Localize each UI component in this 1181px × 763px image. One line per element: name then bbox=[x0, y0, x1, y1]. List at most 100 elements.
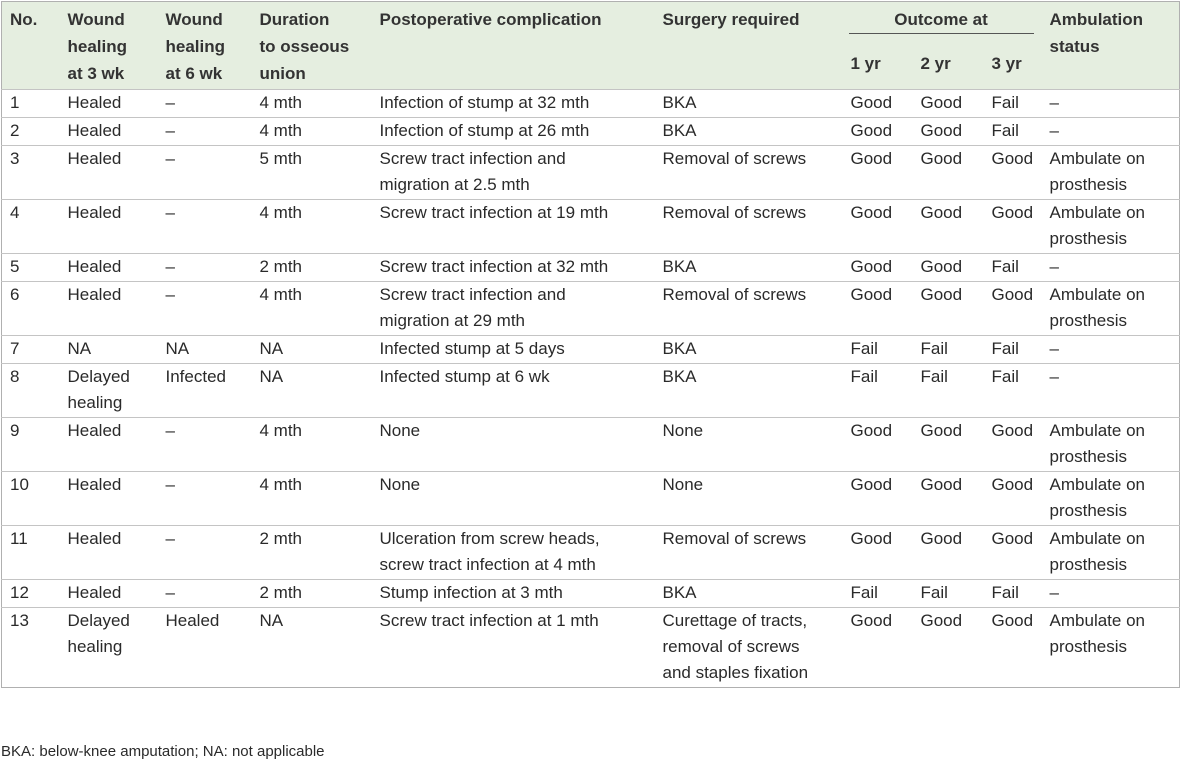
table-row: 4 Healed –4 mth Screw tract infection at 19… bbox=[1, 199, 1180, 254]
cell-outcome-2yr: Good bbox=[910, 117, 982, 146]
cell-wound-6wk: – bbox=[157, 417, 252, 472]
cell-outcome-3yr: Fail bbox=[981, 579, 1042, 608]
table-row: 9 Healed –4 mth None None Good Good Good Ambulat… bbox=[1, 417, 1180, 472]
table-row: 2 Healed –4 mth Infection of stump at 26 mt… bbox=[1, 117, 1180, 146]
cell-wound-6wk: – bbox=[157, 117, 252, 146]
table-row: 11 Healed –2 mth Ulceration from screw head… bbox=[1, 525, 1180, 580]
cell-outcome-2yr: Good bbox=[910, 525, 982, 580]
header-complication: Postoperative complication bbox=[371, 1, 655, 90]
cell-complication: None bbox=[371, 471, 655, 526]
cell-duration: 4 mth bbox=[251, 471, 372, 526]
header-outcome: Outcome at bbox=[840, 1, 1042, 44]
cell-outcome-1yr: Good bbox=[840, 281, 911, 336]
cell-ambulation: Ambulate on prosthesis bbox=[1041, 145, 1180, 200]
cell-ambulation: – bbox=[1041, 579, 1180, 608]
cell-ambulation: Ambulate on prosthesis bbox=[1041, 525, 1180, 580]
cell-wound-3wk: NA bbox=[59, 335, 158, 364]
cell-ambulation: – bbox=[1041, 117, 1180, 146]
table-row: 1 Healed –4 mth Infection of stump at 32 mt… bbox=[1, 89, 1180, 118]
cell-no: 9 bbox=[1, 417, 60, 472]
cell-outcome-3yr: Fail bbox=[981, 253, 1042, 282]
cell-surgery: BKA bbox=[654, 335, 841, 364]
cell-outcome-2yr: Fail bbox=[910, 363, 982, 418]
cell-wound-6wk: – bbox=[157, 199, 252, 254]
header-wound-healing-6wk: Wound healing at 6 wk bbox=[157, 1, 252, 90]
cell-outcome-3yr: Fail bbox=[981, 117, 1042, 146]
cell-ambulation: Ambulate on prosthesis bbox=[1041, 417, 1180, 472]
cell-no: 13 bbox=[1, 607, 60, 688]
cell-outcome-1yr: Fail bbox=[840, 363, 911, 418]
cell-wound-3wk: Healed bbox=[59, 417, 158, 472]
cell-complication: Screw tract infection at 1 mth bbox=[371, 607, 655, 688]
cell-outcome-2yr: Good bbox=[910, 607, 982, 688]
cell-wound-6wk: – bbox=[157, 89, 252, 118]
cell-wound-6wk: – bbox=[157, 471, 252, 526]
table-row: 7 NA NA NA Infected stump at 5 days BKA Fail Fa… bbox=[1, 335, 1180, 364]
table-row: 5 Healed –2 mth Screw tract infection at 32… bbox=[1, 253, 1180, 282]
table-row: 8 Delayed healing Infected NA Infected stump … bbox=[1, 363, 1180, 418]
header-duration: Duration to osseous union bbox=[251, 1, 372, 90]
cell-ambulation: – bbox=[1041, 253, 1180, 282]
cell-complication: Screw tract infection at 32 mth bbox=[371, 253, 655, 282]
cell-outcome-2yr: Good bbox=[910, 281, 982, 336]
cell-wound-6wk: NA bbox=[157, 335, 252, 364]
header-surgery: Surgery required bbox=[654, 1, 841, 90]
cell-ambulation: – bbox=[1041, 335, 1180, 364]
cell-outcome-1yr: Good bbox=[840, 199, 911, 254]
cell-wound-3wk: Delayed healing bbox=[59, 363, 158, 418]
cell-outcome-3yr: Good bbox=[981, 607, 1042, 688]
cell-surgery: BKA bbox=[654, 579, 841, 608]
cell-wound-3wk: Healed bbox=[59, 471, 158, 526]
cell-outcome-3yr: Fail bbox=[981, 335, 1042, 364]
cell-duration: 4 mth bbox=[251, 199, 372, 254]
cell-outcome-1yr: Fail bbox=[840, 579, 911, 608]
cell-surgery: Removal of screws bbox=[654, 525, 841, 580]
table-row: 10 Healed –4 mth None None Good Good Good Ambula… bbox=[1, 471, 1180, 526]
cell-outcome-3yr: Fail bbox=[981, 89, 1042, 118]
header-outcome-3yr: 3 yr bbox=[981, 43, 1042, 90]
cell-complication: Infection of stump at 32 mth bbox=[371, 89, 655, 118]
cell-surgery: BKA bbox=[654, 89, 841, 118]
cell-duration: NA bbox=[251, 363, 372, 418]
cell-duration: NA bbox=[251, 335, 372, 364]
table-row: 6 Healed –4 mth Screw tract infection and mi… bbox=[1, 281, 1180, 336]
cell-outcome-1yr: Good bbox=[840, 89, 911, 118]
cell-ambulation: Ambulate on prosthesis bbox=[1041, 199, 1180, 254]
cell-outcome-1yr: Good bbox=[840, 253, 911, 282]
cell-no: 8 bbox=[1, 363, 60, 418]
cell-surgery: None bbox=[654, 417, 841, 472]
cell-wound-6wk: Healed bbox=[157, 607, 252, 688]
cell-wound-3wk: Healed bbox=[59, 253, 158, 282]
header-ambulation: Ambulation status bbox=[1041, 1, 1180, 90]
cell-no: 6 bbox=[1, 281, 60, 336]
cell-complication: Ulceration from screw heads, screw tract … bbox=[371, 525, 655, 580]
cell-complication: Screw tract infection and migration at 2.… bbox=[371, 145, 655, 200]
cell-duration: 4 mth bbox=[251, 417, 372, 472]
table-row: 3 Healed –5 mth Screw tract infection and mi… bbox=[1, 145, 1180, 200]
cell-outcome-2yr: Good bbox=[910, 471, 982, 526]
cell-wound-3wk: Healed bbox=[59, 281, 158, 336]
cell-ambulation: – bbox=[1041, 89, 1180, 118]
cell-wound-6wk: Infected bbox=[157, 363, 252, 418]
cell-no: 3 bbox=[1, 145, 60, 200]
cell-surgery: Removal of screws bbox=[654, 145, 841, 200]
table-row: 12 Healed –2 mth Stump infection at 3 mth BK… bbox=[1, 579, 1180, 608]
cell-wound-3wk: Healed bbox=[59, 579, 158, 608]
cell-wound-3wk: Healed bbox=[59, 117, 158, 146]
cell-outcome-2yr: Good bbox=[910, 417, 982, 472]
cell-ambulation: Ambulate on prosthesis bbox=[1041, 471, 1180, 526]
cell-ambulation: Ambulate on prosthesis bbox=[1041, 281, 1180, 336]
cell-outcome-3yr: Good bbox=[981, 525, 1042, 580]
cell-outcome-3yr: Good bbox=[981, 471, 1042, 526]
table-body: 1 Healed –4 mth Infection of stump at 32 mt… bbox=[1, 89, 1180, 688]
cell-outcome-1yr: Good bbox=[840, 117, 911, 146]
cell-complication: Infection of stump at 26 mth bbox=[371, 117, 655, 146]
cell-wound-6wk: – bbox=[157, 579, 252, 608]
cell-no: 10 bbox=[1, 471, 60, 526]
cell-no: 12 bbox=[1, 579, 60, 608]
cell-duration: 4 mth bbox=[251, 89, 372, 118]
table-header: No. Wound healing at 3 wk Wound healing at 6… bbox=[1, 1, 1180, 90]
cell-wound-6wk: – bbox=[157, 145, 252, 200]
cell-outcome-2yr: Good bbox=[910, 253, 982, 282]
